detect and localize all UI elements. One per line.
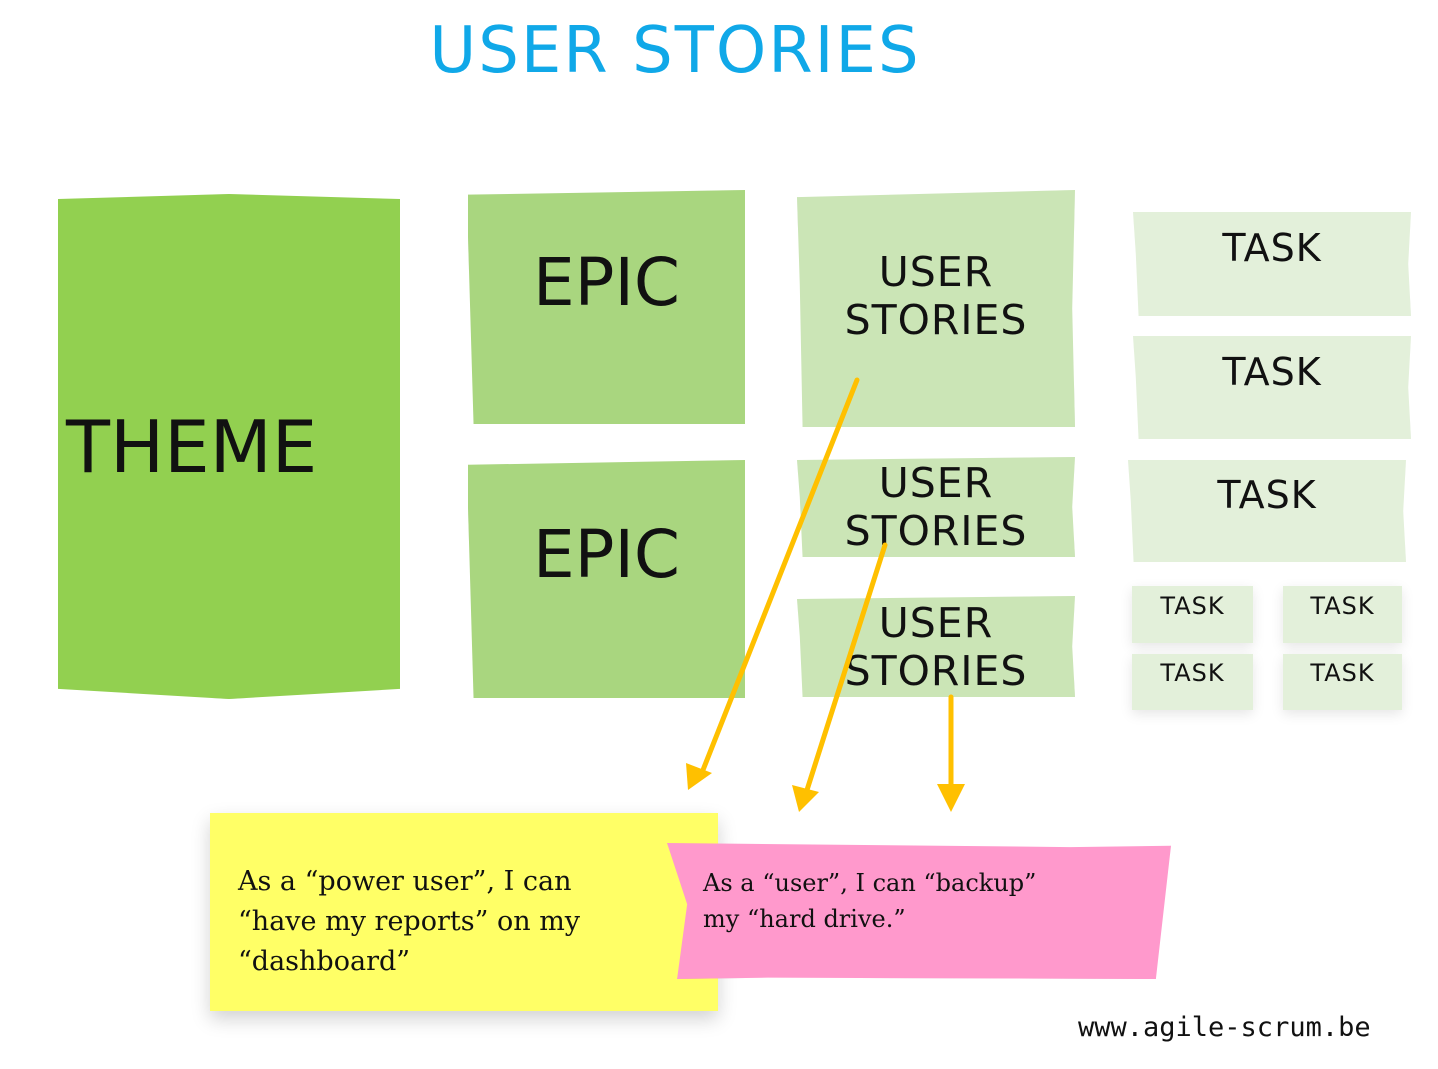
task-label-1: TASK <box>1222 226 1322 270</box>
footer-url: www.agile-scrum.be <box>1078 1012 1371 1043</box>
epic-label-1: EPIC <box>532 243 681 321</box>
task-label-2: TASK <box>1222 349 1322 394</box>
user-stories-card-2: USER STORIES <box>797 457 1075 557</box>
task-card-5: TASK <box>1283 586 1402 643</box>
arrow-head-3 <box>937 784 965 812</box>
story-2-line-1: USER <box>878 459 994 507</box>
epic-label-2: EPIC <box>532 515 681 593</box>
yellow-note-line-2: “have my reports” on my <box>238 906 581 937</box>
user-stories-card-3: USER STORIES <box>797 596 1075 697</box>
task-label-5: TASK <box>1310 591 1375 620</box>
task-card-4: TASK <box>1132 586 1253 643</box>
task-card-3: TASK <box>1128 460 1406 562</box>
task-label-4: TASK <box>1160 591 1225 620</box>
yellow-sticky-note: As a “power user”, I can “have my report… <box>210 813 718 1011</box>
theme-label: THEME <box>66 404 318 489</box>
arrow-head-2 <box>792 785 819 812</box>
task-label-6: TASK <box>1160 659 1225 687</box>
story-1-line-2: STORIES <box>844 296 1028 344</box>
user-stories-card-1: USER STORIES <box>797 190 1075 427</box>
story-3-line-1: USER <box>878 598 994 647</box>
task-label-7: TASK <box>1310 659 1375 687</box>
pink-note-line-2: my “hard drive.” <box>703 905 906 933</box>
task-label-3: TASK <box>1217 473 1317 517</box>
pink-note-line-1: As a “user”, I can “backup” <box>703 869 1037 897</box>
theme-card: THEME <box>58 194 400 699</box>
epic-card-1: EPIC <box>468 190 745 424</box>
story-2-line-2: STORIES <box>844 507 1028 555</box>
task-card-2: TASK <box>1133 336 1411 439</box>
pink-sticky-note: As a “user”, I can “backup” my “hard dri… <box>667 843 1171 979</box>
arrow-head-1 <box>686 763 712 790</box>
story-3-line-2: STORIES <box>844 646 1028 695</box>
yellow-note-line-3: “dashboard” <box>238 946 411 977</box>
page-title: USER STORIES <box>429 14 921 88</box>
yellow-note-line-1: As a “power user”, I can <box>238 866 572 897</box>
task-card-1: TASK <box>1133 212 1411 316</box>
task-card-6: TASK <box>1132 654 1253 710</box>
task-card-7: TASK <box>1283 654 1402 710</box>
epic-card-2: EPIC <box>468 460 745 698</box>
story-1-line-1: USER <box>878 248 994 296</box>
